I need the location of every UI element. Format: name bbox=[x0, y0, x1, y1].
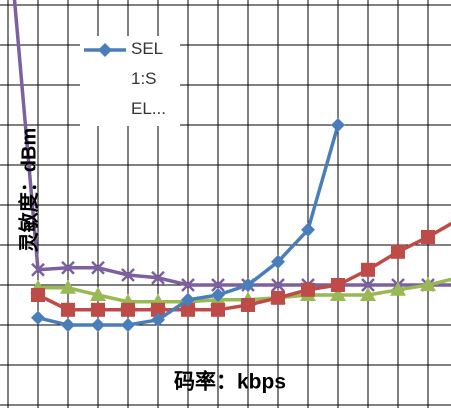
marker bbox=[61, 302, 75, 317]
series-line bbox=[12, 0, 451, 287]
marker bbox=[330, 287, 346, 301]
marker bbox=[271, 290, 285, 305]
series bbox=[31, 221, 451, 317]
marker bbox=[98, 43, 112, 57]
marker bbox=[181, 278, 195, 292]
marker bbox=[331, 118, 345, 132]
marker bbox=[61, 260, 75, 275]
marker bbox=[241, 278, 255, 292]
marker bbox=[391, 244, 405, 259]
marker bbox=[121, 302, 135, 317]
marker bbox=[91, 318, 105, 332]
marker bbox=[301, 222, 315, 237]
marker bbox=[181, 302, 195, 317]
marker bbox=[390, 281, 406, 296]
marker bbox=[91, 260, 105, 275]
marker bbox=[241, 298, 255, 312]
marker bbox=[60, 279, 76, 294]
marker bbox=[61, 318, 75, 332]
marker bbox=[361, 278, 375, 292]
legend: SEL 1:S EL... bbox=[80, 36, 180, 126]
marker bbox=[31, 262, 45, 277]
marker bbox=[271, 278, 285, 292]
marker bbox=[360, 287, 376, 301]
marker bbox=[211, 278, 225, 292]
marker bbox=[31, 288, 45, 302]
plot bbox=[12, 0, 451, 332]
marker bbox=[91, 302, 105, 317]
y-axis-label: 灵敏度：dBm bbox=[16, 128, 40, 252]
marker bbox=[420, 277, 436, 291]
marker bbox=[90, 287, 106, 301]
marker bbox=[181, 292, 195, 307]
marker bbox=[31, 310, 45, 325]
marker bbox=[271, 254, 285, 269]
marker bbox=[331, 278, 345, 292]
series bbox=[31, 118, 345, 332]
x-axis-label: 码率：kbps bbox=[174, 370, 286, 394]
marker bbox=[211, 302, 225, 317]
marker bbox=[421, 230, 435, 244]
marker bbox=[151, 270, 165, 285]
legend-label: SEL 1:S EL... bbox=[131, 39, 166, 118]
marker bbox=[211, 288, 225, 302]
marker bbox=[361, 262, 375, 277]
marker bbox=[121, 268, 135, 282]
marker bbox=[151, 312, 165, 327]
series bbox=[12, 0, 451, 292]
marker bbox=[151, 302, 165, 317]
marker bbox=[121, 318, 135, 332]
marker bbox=[301, 282, 315, 297]
